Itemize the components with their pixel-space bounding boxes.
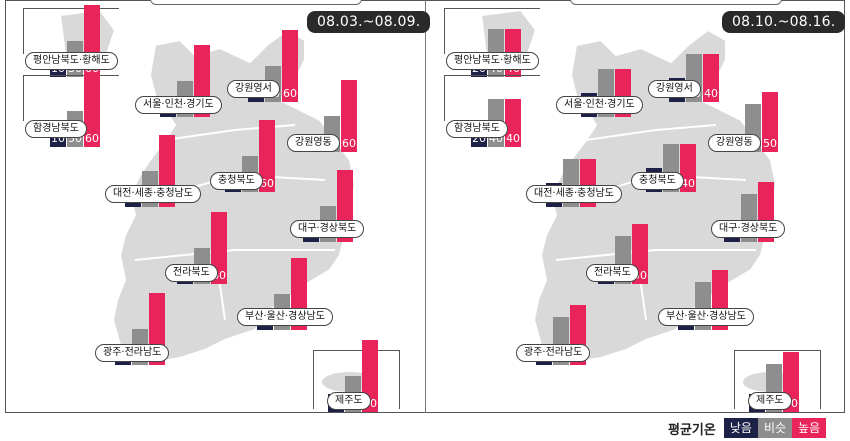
bar-high: 60 xyxy=(259,120,275,192)
region-label: 강원영동 xyxy=(708,134,761,152)
region-label: 함경남북도 xyxy=(25,120,87,138)
region-label: 광주·전라남도 xyxy=(516,344,591,362)
legend-low: 낮음 xyxy=(723,418,758,438)
region-label: 서울·인천·경기도 xyxy=(556,96,643,114)
bar-high: 60 xyxy=(341,80,357,152)
legend-title: 평균기온 xyxy=(668,422,716,438)
period-label: 08.03.~08.09. xyxy=(307,11,431,33)
bar-high: 40 xyxy=(703,54,719,102)
legend-high: 높음 xyxy=(792,418,827,438)
bar-high: 40 xyxy=(505,99,521,147)
region-label: 강원영서 xyxy=(227,80,280,98)
region-label: 광주·전라남도 xyxy=(95,344,170,362)
region-label: 평안남북도·황해도 xyxy=(25,52,118,70)
region-label: 충청북도 xyxy=(631,172,684,190)
bar-high: 50 xyxy=(762,92,778,152)
region-label: 강원영서 xyxy=(648,80,701,98)
region-bracket xyxy=(734,350,821,409)
region-bracket xyxy=(444,8,540,54)
region-label: 전라북도 xyxy=(165,264,218,282)
region-label: 대구·경상북도 xyxy=(711,220,786,238)
region-bracket xyxy=(23,8,119,54)
region-label: 대전·세종·충청남도 xyxy=(526,185,622,203)
panel-week-1: 08.03.~08.09. 103060평안남북도·황해도103060함경남북도… xyxy=(5,0,431,413)
region-label: 제주도 xyxy=(748,392,792,410)
legend-similar: 비슷 xyxy=(757,418,793,438)
region-label: 제주도 xyxy=(327,392,371,410)
region-label: 충청북도 xyxy=(210,172,263,190)
region-label: 부산·울산·경상남도 xyxy=(658,308,754,326)
region-label: 부산·울산·경상남도 xyxy=(237,308,333,326)
bar-high: 40 xyxy=(680,144,696,192)
period-label: 08.10.~08.16. xyxy=(722,11,846,33)
region-bracket xyxy=(23,75,119,121)
legend: 평균기온 낮음 비슷 높음 xyxy=(668,418,827,438)
bar-high: 60 xyxy=(282,30,298,102)
region-label: 대구·경상북도 xyxy=(290,220,365,238)
region-label: 평안남북도·황해도 xyxy=(446,52,539,70)
region-bracket xyxy=(444,75,540,121)
region-label: 대전·세종·충청남도 xyxy=(105,185,201,203)
region-label: 전라북도 xyxy=(586,264,639,282)
region-label: 서울·인천·경기도 xyxy=(135,96,222,114)
region-label: 함경남북도 xyxy=(446,120,508,138)
region-bracket xyxy=(313,350,400,409)
bar-high: 60 xyxy=(84,75,100,147)
region-label: 강원영동 xyxy=(287,134,340,152)
panel-week-2: 08.10.~08.16. 204040평안남북도·황해도204040함경남북도… xyxy=(426,0,846,413)
panel-divider xyxy=(425,0,426,413)
